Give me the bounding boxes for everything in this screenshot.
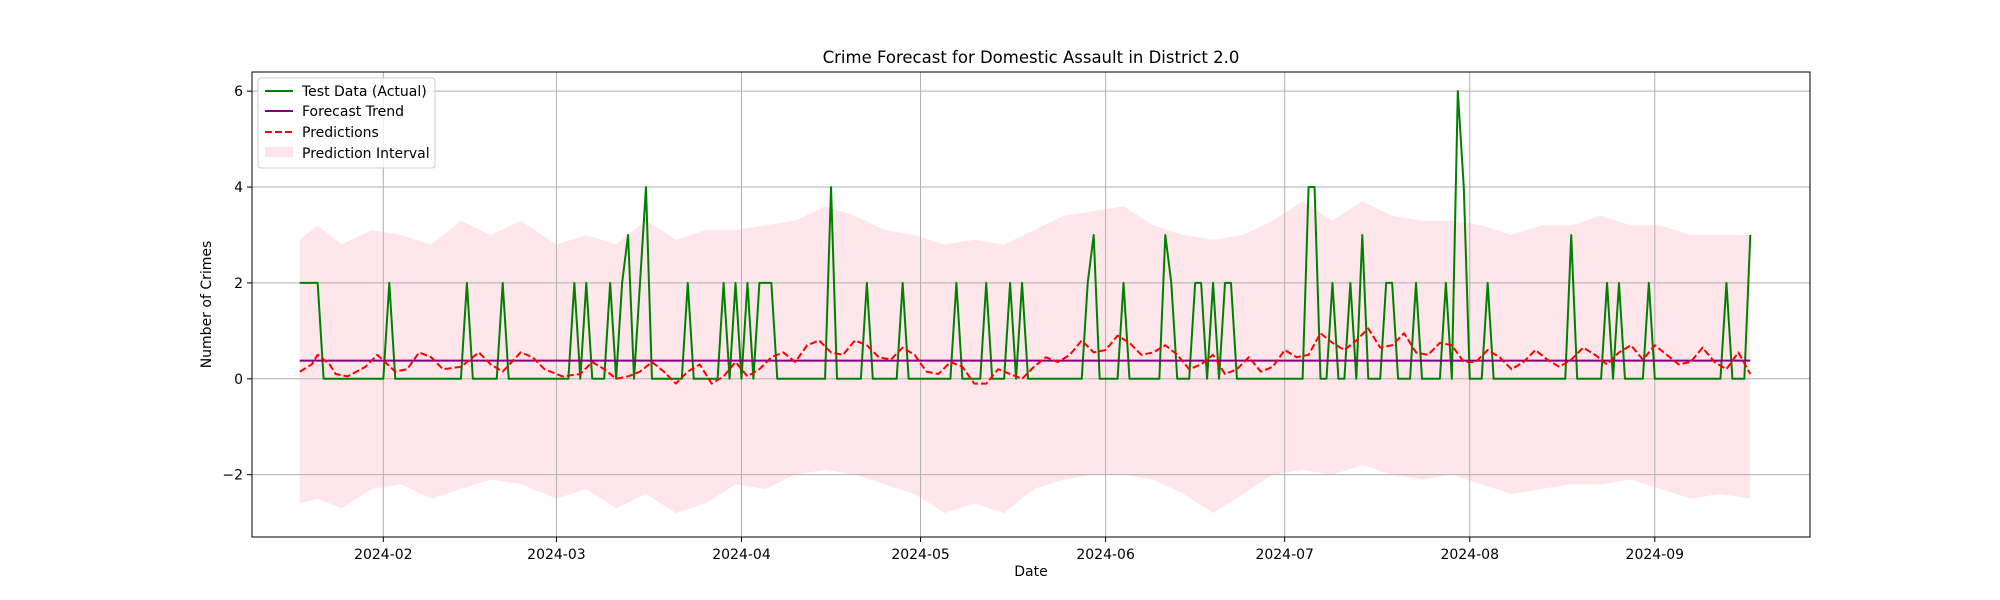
x-tick-label: 2024-03 [527, 547, 586, 563]
x-axis: 2024-02 2024-03 2024-04 2024-05 2024-06 2024-… [354, 537, 1684, 563]
prediction-interval-band [299, 201, 1751, 514]
y-tick-label: 0 [234, 372, 243, 388]
legend-label-trend: Forecast Trend [302, 104, 404, 120]
legend-label-interval: Prediction Interval [302, 146, 430, 162]
y-tick-label: 2 [234, 276, 243, 292]
y-axis-label: Number of Crimes [199, 241, 215, 369]
y-tick-label: 6 [234, 84, 243, 100]
x-tick-label: 2024-08 [1440, 547, 1499, 563]
x-tick-label: 2024-04 [712, 547, 771, 563]
plot-frame [251, 71, 1811, 538]
prediction-interval-layer [299, 201, 1751, 514]
x-tick-label: 2024-07 [1255, 547, 1314, 563]
predictions-line [299, 327, 1752, 385]
legend-label-predictions: Predictions [302, 125, 379, 141]
x-tick-label: 2024-09 [1626, 547, 1685, 563]
actual-data-line [299, 90, 1752, 380]
y-tick-label: −2 [222, 468, 243, 484]
x-tick-label: 2024-05 [891, 547, 950, 563]
chart-title: Crime Forecast for Domestic Assault in D… [823, 48, 1240, 67]
series-layer [299, 90, 1752, 385]
legend: Test Data (Actual) Forecast Trend Predic… [257, 77, 436, 169]
x-tick-label: 2024-06 [1076, 547, 1135, 563]
plot-area [252, 72, 1810, 537]
legend-label-actual: Test Data (Actual) [301, 84, 427, 100]
legend-swatch-interval [265, 147, 293, 157]
x-axis-label: Date [1014, 564, 1047, 580]
legend-box [257, 77, 436, 169]
x-tick-label: 2024-02 [354, 547, 413, 563]
y-tick-label: 4 [234, 180, 243, 196]
y-axis: −2 0 2 4 6 [222, 84, 252, 484]
